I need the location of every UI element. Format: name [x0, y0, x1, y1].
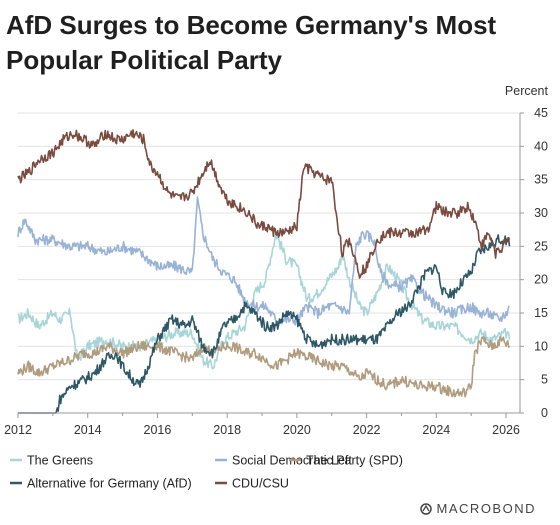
series-line-social-democratic-party-spd [17, 196, 510, 326]
series-line-cdu-csu [17, 129, 511, 279]
legend: The Greens Social Democratic Party (SPD)T… [10, 454, 403, 491]
series-line-the-left [17, 335, 511, 398]
y-tick-label: 25 [534, 239, 548, 253]
y-tick-label: 0 [541, 406, 548, 420]
brand-name: MACROBOND [436, 501, 536, 516]
x-tick-label: 2014 [74, 423, 102, 437]
x-tick-label: 2016 [144, 423, 172, 437]
y-tick-label: 40 [534, 139, 548, 153]
legend-item: The Greens [10, 454, 93, 468]
series-line-the-greens [17, 232, 511, 370]
axes: 0 5 10 15 20 25 30 35 40 45 2012 2014 2016 2018 2020 20… [4, 106, 548, 437]
macrobond-logo: MACROBOND [419, 501, 536, 516]
y-tick-label: 45 [534, 106, 548, 120]
grid-lines [18, 112, 520, 414]
legend-item: CDU/CSU [215, 477, 289, 491]
legend-item: The Left [289, 454, 352, 468]
x-tick-label: 2020 [283, 423, 311, 437]
y-tick-label: 35 [534, 173, 548, 187]
series-line-alternative-for-germany-afd [18, 234, 511, 414]
series-lines [17, 129, 511, 414]
legend-item: Alternative for Germany (AfD) [10, 477, 192, 491]
legend-label: Alternative for Germany (AfD) [27, 477, 192, 491]
legend-item: Social Democratic Party (SPD) [215, 454, 403, 468]
legend-label: Social Democratic Party (SPD) [232, 454, 403, 468]
x-tick-label: 2018 [213, 423, 241, 437]
y-tick-label: 5 [541, 373, 548, 387]
legend-label: CDU/CSU [232, 477, 289, 491]
legend-label: The Greens [27, 454, 93, 468]
x-tick-label: 2024 [422, 423, 450, 437]
x-tick-label: 2012 [4, 423, 32, 437]
chart-title: AfD Surges to Become Germany's Most Popu… [6, 10, 497, 75]
y-tick-label: 20 [534, 273, 548, 287]
y-tick-label: 15 [534, 306, 548, 320]
legend-label: The Left [306, 454, 352, 468]
x-tick-label: 2022 [353, 423, 381, 437]
logo-mark-icon [419, 502, 432, 515]
y-tick-label: 10 [534, 339, 548, 353]
y-tick-label: 30 [534, 206, 548, 220]
x-tick-label: 2026 [492, 423, 520, 437]
y-axis-label: Percent [505, 84, 549, 98]
